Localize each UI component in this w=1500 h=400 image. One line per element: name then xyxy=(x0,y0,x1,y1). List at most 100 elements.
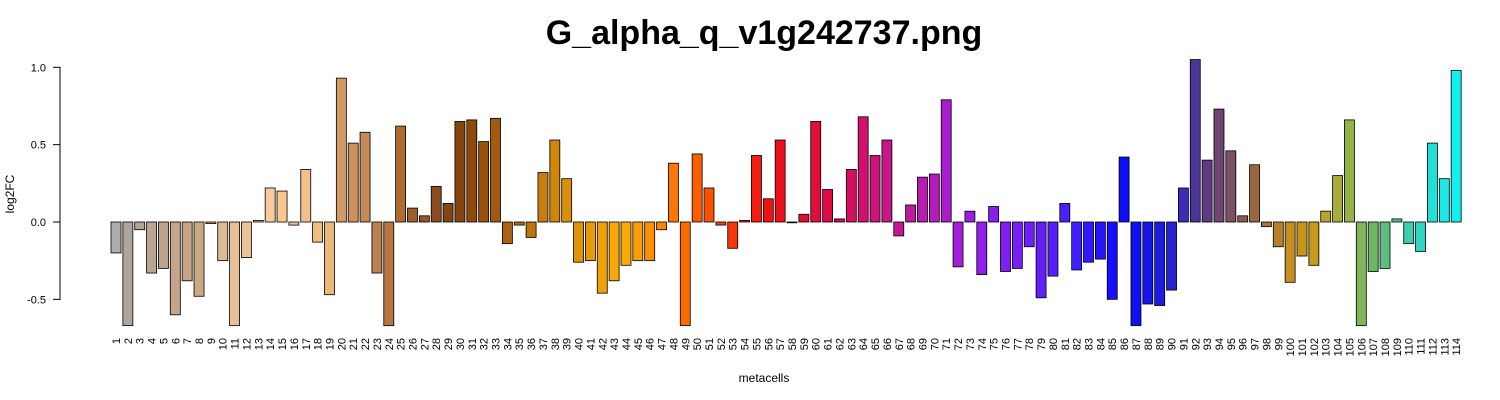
x-tick-label: 88 xyxy=(1143,338,1155,350)
bar-metacell-46 xyxy=(644,221,656,262)
x-tick-label: 25 xyxy=(396,338,408,350)
x-tick-label: 100 xyxy=(1285,338,1297,356)
x-tick-label: 72 xyxy=(953,338,965,350)
x-tick-label: 52 xyxy=(716,338,728,350)
bar-metacell-29 xyxy=(442,203,454,223)
bar-metacell-80 xyxy=(1047,221,1059,277)
bar-metacell-42 xyxy=(596,221,608,294)
x-tick-label: 50 xyxy=(692,338,704,350)
x-tick-label: 68 xyxy=(906,338,918,350)
bar-metacell-101 xyxy=(1296,221,1308,257)
bar-metacell-113 xyxy=(1438,178,1450,223)
x-tick-label: 106 xyxy=(1356,338,1368,356)
x-tick-label: 80 xyxy=(1048,338,1060,350)
x-tick-label: 26 xyxy=(408,338,420,350)
bar-metacell-105 xyxy=(1344,119,1355,223)
bar-metacell-64 xyxy=(857,116,869,223)
bar-metacell-66 xyxy=(881,139,893,223)
x-tick-label: 58 xyxy=(787,338,799,350)
bar-metacell-93 xyxy=(1201,159,1213,223)
x-tick-label: 13 xyxy=(253,338,265,350)
bar-metacell-18 xyxy=(312,221,324,243)
bar-metacell-16 xyxy=(288,221,300,226)
bar-metacell-6 xyxy=(169,221,181,316)
chart-title: G_alpha_q_v1g242737.png xyxy=(546,14,983,52)
x-tick-label: 38 xyxy=(550,338,562,350)
x-tick-label: 61 xyxy=(823,338,835,350)
x-tick-label: 23 xyxy=(372,338,384,350)
bar-metacell-43 xyxy=(608,221,620,282)
x-tick-label: 103 xyxy=(1321,338,1333,356)
x-tick-label: 70 xyxy=(929,338,941,350)
bar-metacell-40 xyxy=(573,221,584,263)
x-tick-label: 60 xyxy=(811,338,823,350)
bars-group xyxy=(110,59,1462,327)
x-tick-label: 96 xyxy=(1238,338,1250,350)
bar-metacell-83 xyxy=(1083,221,1094,263)
x-tick-label: 104 xyxy=(1333,338,1345,356)
bar-metacell-27 xyxy=(418,215,430,223)
x-tick-label: 78 xyxy=(1024,338,1036,350)
bar-metacell-2 xyxy=(122,221,134,327)
x-tick-label: 12 xyxy=(241,338,253,350)
x-tick-label: 56 xyxy=(763,338,775,350)
x-tick-label: 59 xyxy=(799,338,811,350)
x-tick-label: 110 xyxy=(1404,338,1416,356)
bar-metacell-31 xyxy=(466,119,478,223)
bar-metacell-21 xyxy=(347,142,359,223)
bar-metacell-84 xyxy=(1094,221,1106,260)
x-tick-label: 15 xyxy=(277,338,289,350)
x-tick-label: 76 xyxy=(1001,338,1013,350)
y-tick-label: -0.5 xyxy=(27,294,46,306)
x-tick-label: 112 xyxy=(1427,338,1439,356)
bar-metacell-100 xyxy=(1284,221,1296,283)
bar-metacell-3 xyxy=(134,221,146,231)
x-tick-label: 95 xyxy=(1226,338,1238,350)
x-tick-label: 85 xyxy=(1107,338,1119,350)
x-tick-label: 35 xyxy=(514,338,526,350)
bar-metacell-109 xyxy=(1391,218,1403,223)
x-tick-label: 111 xyxy=(1416,338,1428,355)
x-tick-label: 84 xyxy=(1095,338,1107,350)
bar-metacell-102 xyxy=(1308,221,1320,266)
bar-metacell-74 xyxy=(976,221,988,275)
x-tick-label: 65 xyxy=(870,338,882,350)
bar-metacell-78 xyxy=(1023,221,1035,248)
bar-metacell-57 xyxy=(774,139,786,223)
bar-metacell-88 xyxy=(1142,221,1154,305)
x-tick-label: 7 xyxy=(182,338,194,344)
x-tick-label: 86 xyxy=(1119,338,1131,350)
x-tick-label: 4 xyxy=(147,338,159,344)
x-tick-label: 99 xyxy=(1273,338,1285,350)
bar-metacell-33 xyxy=(490,117,501,223)
bar-metacell-52 xyxy=(715,221,727,226)
x-tick-label: 98 xyxy=(1261,338,1273,350)
x-tick-label: 11 xyxy=(230,338,242,349)
x-tick-label: 94 xyxy=(1214,338,1226,350)
x-tick-label: 39 xyxy=(562,338,574,350)
bar-metacell-59 xyxy=(798,213,810,223)
x-tick-label: 36 xyxy=(526,338,538,350)
bar-metacell-17 xyxy=(300,168,312,223)
bar-metacell-7 xyxy=(181,221,193,282)
x-tick-label: 14 xyxy=(265,338,277,350)
x-tick-label: 69 xyxy=(917,338,929,350)
x-tick-label: 30 xyxy=(455,338,467,350)
x-tick-label: 74 xyxy=(977,338,989,350)
bar-metacell-48 xyxy=(668,162,679,223)
x-tick-label: 9 xyxy=(206,338,218,344)
x-tick-label: 91 xyxy=(1178,338,1190,350)
bar-metacell-110 xyxy=(1403,221,1415,245)
x-tick-label: 24 xyxy=(384,338,396,350)
x-tick-label: 29 xyxy=(443,338,455,350)
x-tick-label: 43 xyxy=(609,338,621,350)
bar-metacell-70 xyxy=(928,173,940,223)
x-tick-label: 8 xyxy=(194,338,206,344)
bar-metacell-68 xyxy=(905,204,917,223)
bar-metacell-67 xyxy=(893,221,905,237)
x-tick-label: 108 xyxy=(1380,338,1392,356)
bar-metacell-15 xyxy=(276,190,288,223)
bar-metacell-39 xyxy=(561,178,573,223)
bar-metacell-8 xyxy=(193,221,205,297)
